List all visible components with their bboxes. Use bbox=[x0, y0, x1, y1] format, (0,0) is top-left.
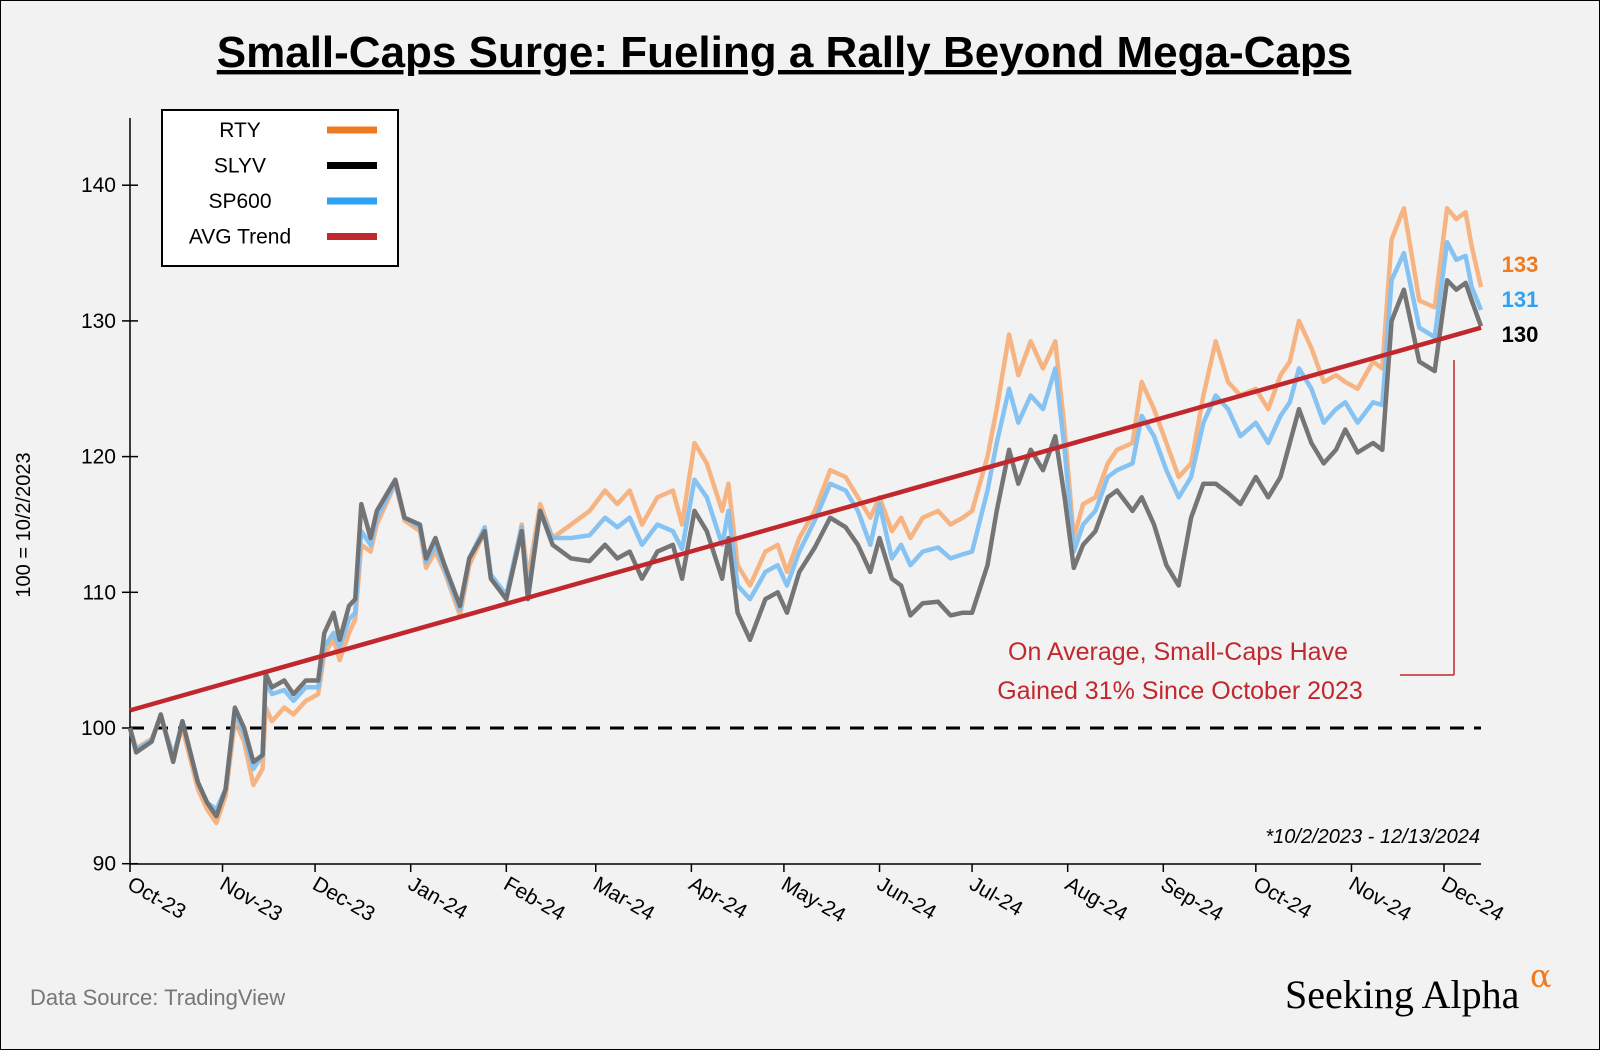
y-axis-label: 100 = 10/2/2023 bbox=[13, 452, 35, 597]
x-tick-label: Dec-23 bbox=[309, 872, 379, 926]
y-tick-label: 130 bbox=[81, 310, 116, 333]
avg-trend-line bbox=[129, 325, 1482, 713]
annotation-line-2: Gained 31% Since October 2023 bbox=[997, 677, 1363, 705]
seeking-alpha-logo: Seeking Alpha α bbox=[1285, 957, 1552, 1017]
legend-label-rty: RTY bbox=[219, 119, 261, 142]
x-tick-label: Oct-24 bbox=[1249, 872, 1315, 924]
y-tick-label: 100 bbox=[81, 717, 116, 740]
legend-label-sp600: SP600 bbox=[208, 190, 271, 213]
y-tick-label: 140 bbox=[81, 174, 116, 197]
y-tick-label: 120 bbox=[81, 446, 116, 469]
legend-label-avg-trend: AVG Trend bbox=[189, 226, 291, 249]
date-range-note: *10/2/2023 - 12/13/2024 bbox=[1265, 826, 1480, 848]
end-label-rty: 133 bbox=[1502, 252, 1539, 277]
x-tick-label: Nov-23 bbox=[216, 872, 286, 926]
alpha-icon: α bbox=[1530, 957, 1552, 995]
legend: RTY SLYV SP600 AVG Trend bbox=[161, 109, 399, 267]
x-tick-label: Sep-24 bbox=[1157, 872, 1227, 926]
x-tick-label: Jan-24 bbox=[404, 872, 471, 924]
x-tick-label: Aug-24 bbox=[1061, 872, 1131, 926]
legend-label-slyv: SLYV bbox=[214, 155, 266, 178]
x-tick-label: Oct-23 bbox=[124, 872, 190, 923]
end-labels: 133 130 131 bbox=[1502, 252, 1539, 347]
x-tick-label: Mar-24 bbox=[589, 872, 658, 925]
data-source: Data Source: TradingView bbox=[30, 985, 285, 1010]
series-group bbox=[127, 206, 1484, 826]
x-tick-label: Dec-24 bbox=[1437, 872, 1507, 926]
end-label-sp600: 131 bbox=[1502, 287, 1539, 312]
x-tick-label: Feb-24 bbox=[500, 872, 569, 925]
y-tick-label: 110 bbox=[83, 581, 116, 604]
logo-text: Seeking Alpha bbox=[1285, 972, 1520, 1017]
x-tick-label: May-24 bbox=[777, 872, 849, 927]
x-tick-label: Jul-24 bbox=[966, 872, 1027, 921]
x-tick-label: Apr-24 bbox=[685, 872, 751, 924]
x-tick-label: Jun-24 bbox=[873, 872, 940, 924]
y-tick-label: 90 bbox=[93, 853, 116, 876]
end-label-slyv: 130 bbox=[1502, 322, 1539, 347]
x-tick-label: Nov-24 bbox=[1345, 872, 1415, 926]
chart-title: Small-Caps Surge: Fueling a Rally Beyond… bbox=[217, 28, 1351, 77]
series-line-slyv bbox=[127, 277, 1484, 819]
annotation-line-1: On Average, Small-Caps Have bbox=[1008, 638, 1348, 666]
series-line-rty bbox=[127, 206, 1484, 826]
